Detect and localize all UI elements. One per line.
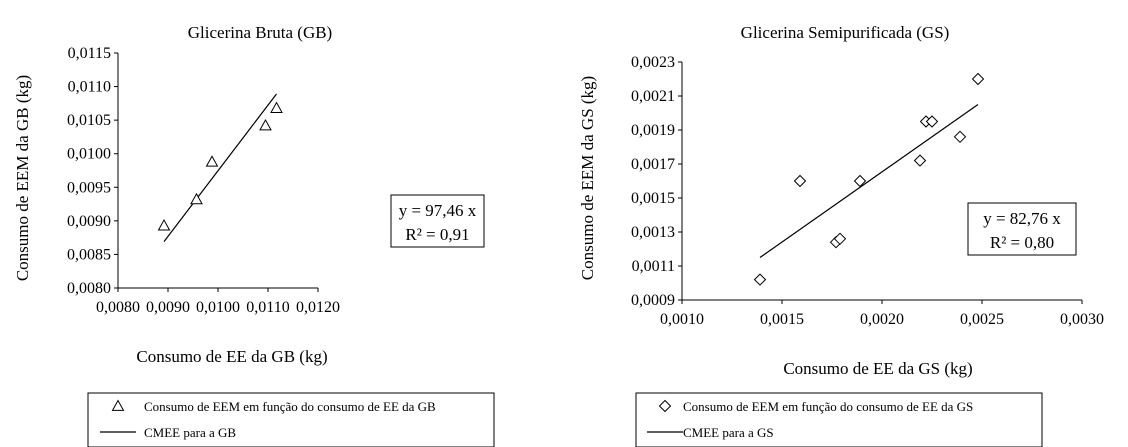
data-point xyxy=(971,72,985,86)
y-tick-label: 0,0105 xyxy=(67,112,111,129)
data-point xyxy=(190,192,203,205)
chart-title: Glicerina Semipurificada (GS) xyxy=(741,23,950,42)
equation-line-2: R² = 0,91 xyxy=(405,225,469,244)
chart-gb: Glicerina Bruta (GB) Consumo de EEM da G… xyxy=(13,23,495,447)
data-point xyxy=(753,273,767,286)
y-tick-label: 0,0019 xyxy=(631,122,675,139)
trend-line xyxy=(759,104,979,258)
legend-label-1: Consumo de EEM em função do consumo de E… xyxy=(144,399,436,414)
legend-box xyxy=(87,392,495,447)
legend-label-2: CMEE para a GS xyxy=(683,425,774,440)
y-tick-label: 0,0085 xyxy=(67,246,111,263)
chart-gs: Glicerina Semipurificada (GS) Consumo de… xyxy=(578,23,1104,447)
y-tick-label: 0,0110 xyxy=(68,79,111,96)
x-tick-label: 0,0020 xyxy=(860,311,904,328)
y-tick-label: 0,0009 xyxy=(631,292,675,309)
legend-marker xyxy=(111,399,125,411)
data-point xyxy=(270,101,283,113)
data-point xyxy=(259,118,272,131)
equation-line-1: y = 82,76 x xyxy=(983,209,1061,228)
data-point xyxy=(157,219,171,231)
y-tick-label: 0,0095 xyxy=(67,179,111,196)
legend-marker xyxy=(658,399,672,413)
legend-symbol-1 xyxy=(111,399,125,411)
y-tick-label: 0,0090 xyxy=(67,213,111,230)
legend-label-1: Consumo de EEM em função do consumo de E… xyxy=(683,399,973,414)
x-tick-label: 0,0010 xyxy=(660,311,704,328)
x-tick-label: 0,0025 xyxy=(960,311,1004,328)
y-tick-label: 0,0015 xyxy=(631,190,675,207)
x-tick-label: 0,0030 xyxy=(1060,311,1104,328)
y-tick-label: 0,0115 xyxy=(68,45,111,62)
legend-symbol-1 xyxy=(658,399,672,413)
trend-line xyxy=(163,93,277,243)
data-point xyxy=(853,174,867,188)
y-tick-label: 0,0017 xyxy=(631,156,675,173)
y-tick-label: 0,0011 xyxy=(632,258,675,275)
equation-line-1: y = 97,46 x xyxy=(399,201,477,220)
x-tick-label: 0,0120 xyxy=(296,299,340,316)
legend: Consumo de EEM em função do consumo de E… xyxy=(635,392,1043,447)
y-tick-label: 0,0023 xyxy=(631,54,675,71)
x-tick-label: 0,0100 xyxy=(196,299,240,316)
chart-title: Glicerina Bruta (GB) xyxy=(188,23,332,42)
data-point xyxy=(953,130,967,144)
y-tick-label: 0,0013 xyxy=(631,224,675,241)
x-tick-label: 0,0080 xyxy=(96,299,140,316)
x-tick-label: 0,0015 xyxy=(760,311,804,328)
y-tick-label: 0,0100 xyxy=(67,146,111,163)
x-axis-label: Consumo de EE da GB (kg) xyxy=(136,347,327,366)
y-axis-label: Consumo de EEM da GS (kg) xyxy=(578,76,597,280)
equation-line-2: R² = 0,80 xyxy=(990,233,1054,252)
data-point xyxy=(913,154,927,167)
data-point xyxy=(793,174,807,188)
y-axis-label: Consumo de EEM da GB (kg) xyxy=(13,75,32,281)
data-point xyxy=(925,115,939,128)
data-point xyxy=(205,155,219,167)
x-tick-label: 0,0090 xyxy=(146,299,190,316)
legend: Consumo de EEM em função do consumo de E… xyxy=(87,392,495,447)
equation-box xyxy=(390,194,485,248)
data-point xyxy=(833,232,847,246)
equation-box xyxy=(967,202,1077,256)
legend-box xyxy=(635,392,1043,447)
y-tick-label: 0,0021 xyxy=(631,88,675,105)
x-tick-label: 0,0110 xyxy=(246,299,289,316)
x-axis-label: Consumo de EE da GS (kg) xyxy=(783,359,972,378)
y-tick-label: 0,0080 xyxy=(67,280,111,297)
legend-label-2: CMEE para a GB xyxy=(144,425,236,440)
